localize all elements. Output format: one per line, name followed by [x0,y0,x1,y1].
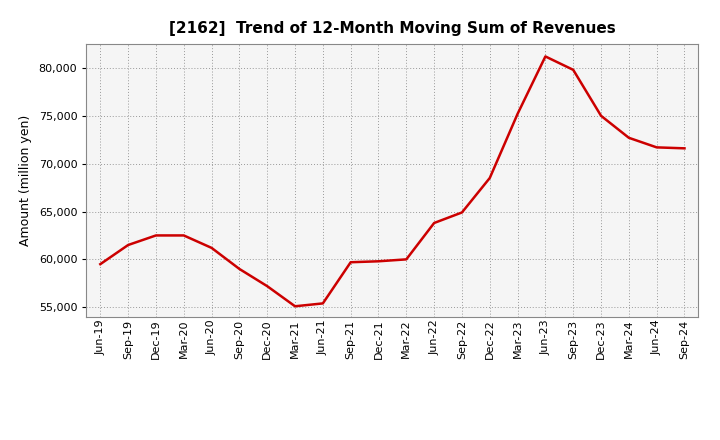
Y-axis label: Amount (million yen): Amount (million yen) [19,115,32,246]
Title: [2162]  Trend of 12-Month Moving Sum of Revenues: [2162] Trend of 12-Month Moving Sum of R… [169,21,616,36]
